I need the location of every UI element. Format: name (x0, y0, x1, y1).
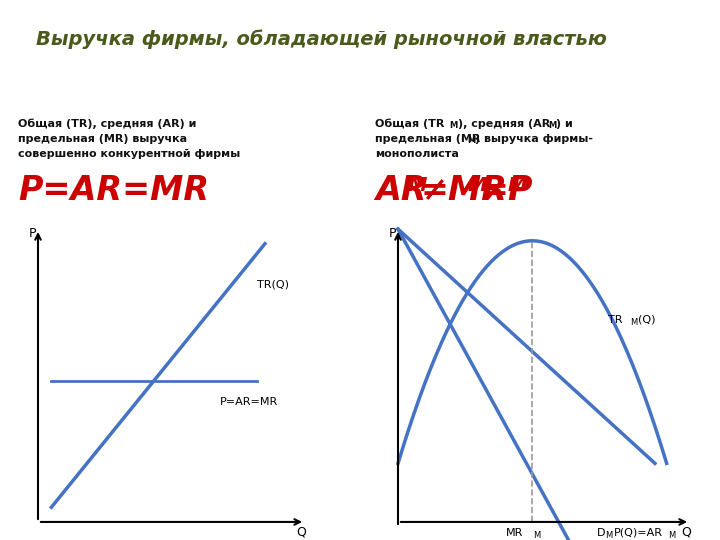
Text: М: М (467, 136, 475, 145)
Text: Выручка фирмы, обладающей рыночной властью: Выручка фирмы, обладающей рыночной власт… (36, 30, 607, 49)
Text: D: D (597, 528, 605, 538)
Text: P=AR=MR: P=AR=MR (220, 397, 278, 407)
Text: ) и: ) и (556, 119, 572, 129)
Text: P=AR=MR: P=AR=MR (18, 174, 209, 207)
Text: Общая (TR: Общая (TR (375, 119, 444, 129)
Text: М: М (468, 176, 487, 195)
Text: совершенно конкурентной фирмы: совершенно конкурентной фирмы (18, 149, 240, 159)
Text: предельная (MR) выручка: предельная (MR) выручка (18, 134, 187, 144)
Text: (Q): (Q) (638, 315, 656, 325)
Text: Q: Q (296, 525, 306, 538)
Text: предельная (MR: предельная (MR (375, 134, 480, 144)
Text: ≠P: ≠P (481, 174, 534, 207)
Text: ≠MR: ≠MR (421, 174, 508, 207)
Text: Общая (TR), средняя (AR) и: Общая (TR), средняя (AR) и (18, 119, 197, 129)
Text: М: М (533, 531, 540, 540)
Text: М: М (548, 121, 557, 130)
Text: ), средняя (AR: ), средняя (AR (458, 119, 550, 129)
Text: TR(Q): TR(Q) (257, 280, 289, 289)
Text: ) выручка фирмы-: ) выручка фирмы- (475, 134, 593, 144)
Text: P(Q)=AR: P(Q)=AR (613, 528, 662, 538)
Text: монополиста: монополиста (375, 149, 459, 159)
Text: М: М (408, 176, 428, 195)
Text: P: P (388, 227, 396, 240)
Text: М: М (630, 318, 637, 327)
Text: М: М (508, 176, 527, 195)
Text: P: P (28, 227, 36, 240)
Text: MR: MR (506, 528, 523, 538)
Text: TR: TR (608, 315, 623, 325)
Text: Q: Q (681, 525, 691, 538)
Text: М: М (669, 531, 676, 540)
Text: М: М (606, 531, 613, 540)
Text: AR: AR (375, 174, 427, 207)
Text: М: М (449, 121, 457, 130)
